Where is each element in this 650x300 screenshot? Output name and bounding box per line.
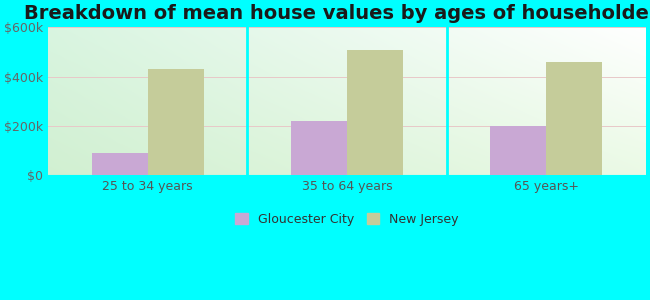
Bar — [92, 153, 148, 175]
Bar — [491, 126, 546, 175]
Legend: Gloucester City, New Jersey: Gloucester City, New Jersey — [230, 208, 463, 231]
Bar — [148, 69, 203, 175]
Bar — [291, 121, 347, 175]
Title: Breakdown of mean house values by ages of householders: Breakdown of mean house values by ages o… — [24, 4, 650, 23]
Bar — [546, 62, 602, 175]
Bar — [347, 50, 403, 175]
